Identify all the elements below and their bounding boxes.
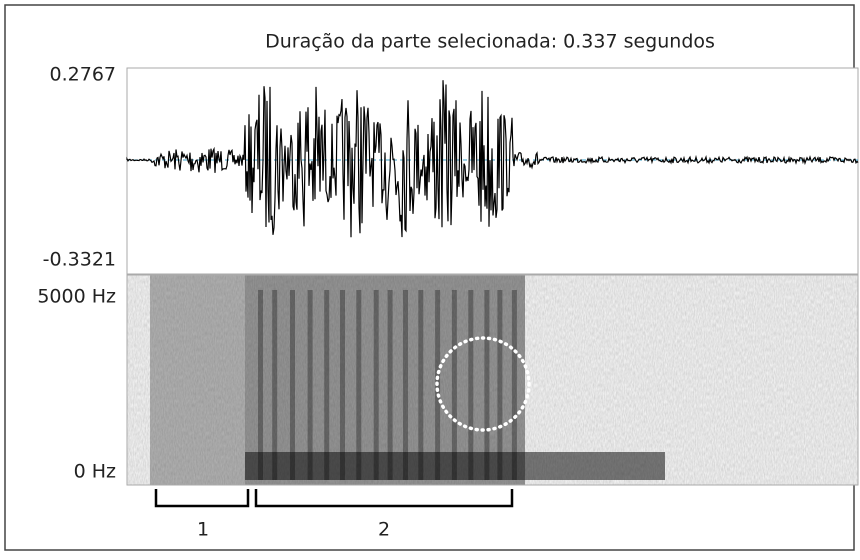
striation [373,290,379,480]
striation [272,290,278,480]
striation [418,290,424,480]
striation [497,290,503,480]
striation [290,290,295,480]
striation [258,290,263,480]
striation [468,290,474,480]
striation [511,290,517,480]
spectrogram-top-label: 5000 Hz [37,286,116,308]
striation [484,290,490,480]
striation [307,290,313,480]
spectrogram-noise [127,275,858,485]
striation [403,290,408,480]
striation [356,290,362,480]
highlight-circle [435,336,531,432]
voice-bar [245,452,665,480]
segment-bracket [154,489,250,508]
spectrogram-panel [126,274,859,486]
title: Duração da parte selecionada: 0.337 segu… [265,31,715,53]
striation [451,290,457,480]
segment-bracket [254,489,514,508]
spectrogram [127,275,858,485]
segment-label: 1 [197,519,209,541]
segment-label: 2 [378,519,390,541]
spectrogram-region [150,275,245,485]
striation [324,290,330,480]
waveform [126,80,859,238]
waveform-max-label: 0.2767 [50,64,116,86]
spectrogram-bottom-label: 0 Hz [74,461,116,483]
spectrogram-region [245,275,525,485]
waveform-min-label: -0.3321 [43,249,116,271]
striation [387,290,393,480]
striation [340,290,345,480]
